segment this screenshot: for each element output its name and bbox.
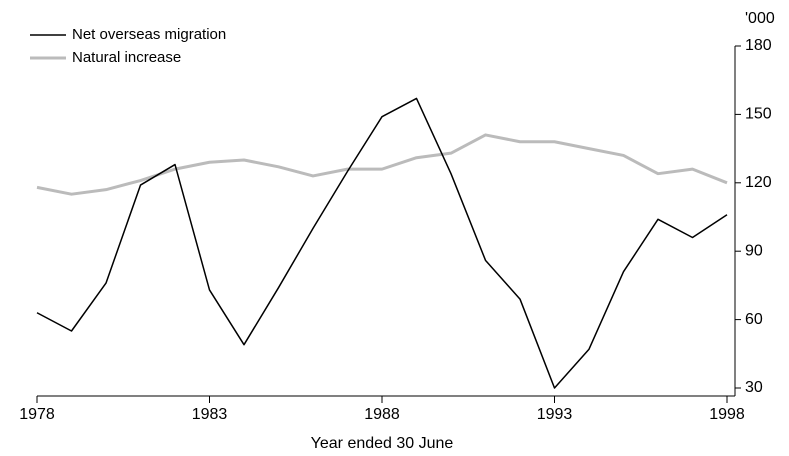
y-tick-label: 120 — [745, 174, 772, 191]
line-series — [36, 97, 728, 389]
x-axis-label: Year ended 30 June — [311, 435, 454, 452]
y-tick-label: 60 — [745, 311, 763, 328]
legend-label: Natural increase — [72, 49, 181, 66]
x-tick-label: 1988 — [364, 406, 400, 423]
x-tick-label: 1983 — [192, 406, 228, 423]
y-tick-label: 150 — [745, 106, 772, 123]
x-tick-label: 1998 — [709, 406, 745, 423]
legend-label: Net overseas migration — [72, 26, 226, 43]
y-tick-label: 90 — [745, 242, 763, 259]
y-tick-label: 180 — [745, 37, 772, 54]
y-unit: '000 — [745, 10, 775, 27]
line-series — [36, 133, 728, 196]
x-tick-label: 1978 — [19, 406, 55, 423]
y-tick-label: 30 — [745, 379, 763, 396]
x-tick-label: 1993 — [537, 406, 573, 423]
